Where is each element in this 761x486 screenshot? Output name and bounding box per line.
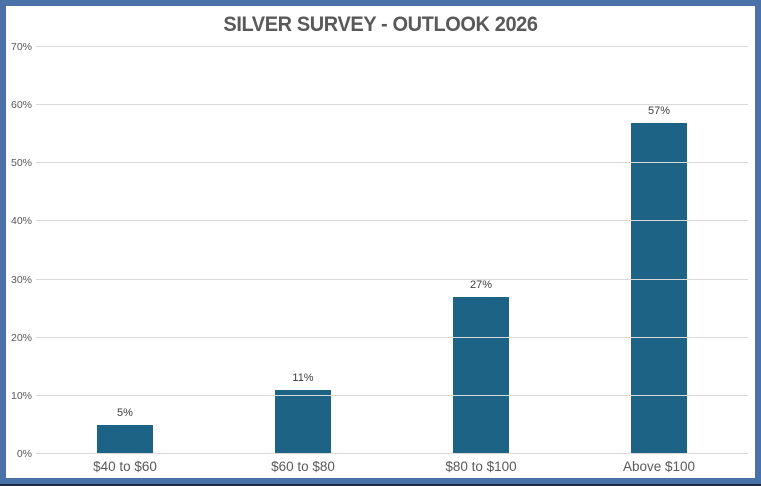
- bar-4: [631, 122, 687, 454]
- bar-2: [275, 390, 331, 454]
- y-axis-tick-labels: 0% 10% 20% 30% 40% 50% 60% 70%: [6, 41, 32, 460]
- bar-slot: 5%: [36, 47, 214, 454]
- y-tick-label-20%: 20%: [10, 331, 32, 344]
- gridline-40: [36, 220, 748, 222]
- bar-3: [453, 297, 509, 454]
- data-label-1: 5%: [117, 406, 133, 419]
- gridline-70: [36, 46, 748, 47]
- x-category-label-4: Above $100: [622, 459, 696, 474]
- x-axis-category-labels: $40 to $60 $60 to $80 $80 to $100 Above $10…: [36, 457, 748, 476]
- bar-1: [97, 424, 153, 454]
- y-tick-label-40%: 40%: [10, 215, 32, 228]
- y-tick-label-10%: 10%: [10, 389, 32, 402]
- gridline-50: [36, 162, 748, 164]
- data-label-4: 57%: [647, 104, 671, 117]
- bar-slot: 27%: [392, 47, 570, 454]
- data-label-2: 11%: [292, 372, 314, 385]
- bar-slot: 57%: [570, 47, 748, 454]
- y-tick-label-60%: 60%: [10, 99, 32, 112]
- gridline-10: [36, 394, 748, 396]
- bar-slot: 11%: [214, 47, 392, 454]
- bar-series: 5% 11% 27% 57%: [36, 47, 748, 454]
- x-category-label-2: $60 to $80: [271, 459, 335, 474]
- gridline-30: [36, 278, 748, 280]
- x-category-label-3: $80 to $100: [445, 459, 517, 474]
- x-category-label-1: $40 to $60: [93, 459, 157, 474]
- data-label-3: 27%: [469, 279, 493, 292]
- gridline-0: [36, 453, 748, 454]
- gridline-60: [36, 104, 748, 106]
- y-tick-label-70%: 70%: [10, 41, 32, 53]
- gridline-20: [36, 336, 748, 338]
- y-tick-label-50%: 50%: [10, 157, 32, 170]
- y-tick-label-30%: 30%: [10, 273, 32, 286]
- plot-area: 5% 11% 27% 57%: [36, 46, 748, 454]
- y-tick-label-0%: 0%: [16, 448, 32, 460]
- chart-title: SILVER SURVEY - OUTLOOK 2026: [223, 13, 538, 36]
